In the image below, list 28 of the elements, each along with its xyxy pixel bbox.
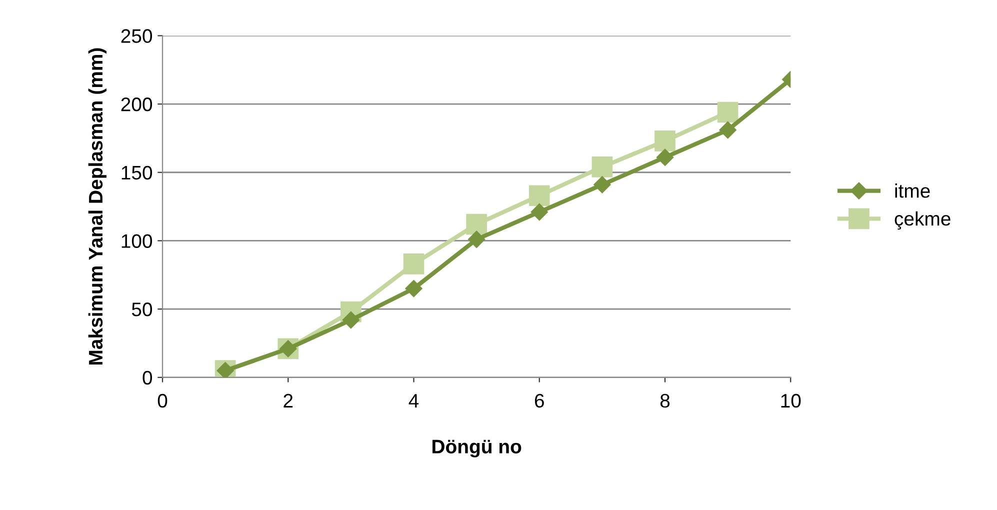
point	[405, 280, 422, 298]
y-tick-label: 50	[132, 302, 152, 316]
point	[466, 214, 487, 235]
point	[403, 254, 424, 274]
point	[717, 102, 738, 123]
legend-label: itme	[895, 184, 930, 198]
y-tick-label: 200	[121, 98, 152, 112]
point	[719, 121, 736, 139]
point	[592, 156, 613, 178]
x-tick-label: 2	[284, 394, 293, 408]
point	[528, 185, 550, 206]
x-tick-label: 8	[660, 394, 670, 408]
x-tick-label: 10	[781, 394, 801, 408]
x-tick-label: 0	[158, 394, 168, 408]
legend-label: çekme	[894, 211, 950, 230]
y-tick-label: 0	[142, 370, 152, 385]
x-axis-title: Döngü no	[432, 440, 522, 458]
point	[654, 130, 676, 152]
point	[530, 203, 548, 221]
point	[594, 176, 611, 194]
y-tick-label: 250	[121, 29, 152, 43]
point	[468, 230, 486, 248]
y-tick-label: 100	[122, 234, 152, 248]
x-tick-label: 4	[408, 394, 419, 408]
y-tick-label: 150	[122, 166, 152, 180]
point	[656, 148, 674, 166]
y-axis-title: Maksimum Yanal Deplasman (mm)	[88, 48, 106, 364]
x-tick-label: 6	[534, 394, 544, 408]
